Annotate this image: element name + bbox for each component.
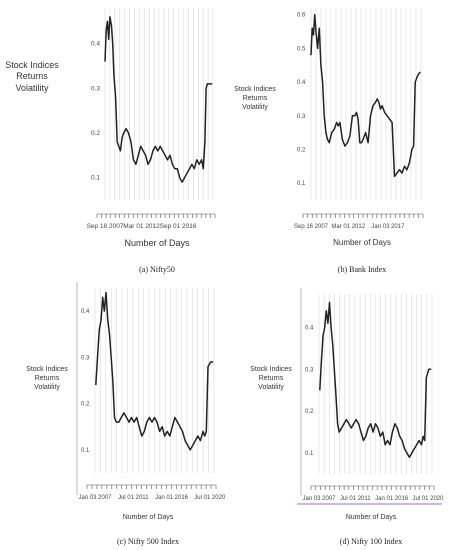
y-tick-label: 0.5 — [297, 46, 306, 52]
chart-caption: (c) Nifty 500 Index — [117, 537, 179, 546]
x-tick-label: Jan 01 2016 — [375, 496, 409, 502]
y-axis-label: Stock Indices Returns Volatility — [26, 366, 68, 391]
y-tick-label: 0.1 — [305, 451, 314, 457]
x-tick-label: Jul 01 2011 — [340, 496, 371, 502]
y-tick-label: 0.3 — [81, 355, 90, 361]
x-tick-label: Sep 16 2007 — [294, 224, 329, 230]
series-line — [310, 13, 421, 178]
y-tick-label: 0.1 — [297, 181, 306, 187]
x-axis-label: Number of Days — [333, 238, 391, 247]
y-tick-label: 0.4 — [81, 309, 90, 315]
x-tick-label: Mar 01 2012 — [331, 224, 365, 230]
y-tick-label: 0.1 — [81, 448, 90, 454]
y-axis-label: Stock Indices Returns Volatility — [250, 366, 292, 391]
y-tick-label: 0.1 — [91, 175, 100, 182]
series-line — [319, 301, 432, 459]
y-tick-label: 0.4 — [91, 41, 100, 48]
x-tick-label: Sep 01 2016 — [160, 223, 197, 230]
y-tick-label: 0.2 — [305, 409, 314, 415]
x-axis-label: Number of Days — [122, 514, 174, 521]
x-tick-label: Jan 03 2017 — [371, 224, 405, 230]
x-tick-label: Jul 01 2020 — [412, 496, 444, 502]
chart-caption: (a) Nifty50 — [139, 265, 175, 274]
x-axis-label: Number of Days — [345, 514, 397, 521]
x-tick-label: Jan 03 2007 — [78, 495, 112, 501]
chart-caption: (d) Nifty 100 Index — [339, 537, 403, 546]
y-tick-label: 0.2 — [81, 402, 90, 408]
chart-caption: (b) Bank Index — [337, 265, 387, 274]
y-tick-label: 0.2 — [297, 147, 306, 153]
x-tick-label: Jan 01 2016 — [155, 495, 189, 501]
x-tick-label: Jul 01 2011 — [118, 495, 149, 501]
y-axis-label: Stock Indices Returns Volatility — [234, 86, 276, 111]
y-tick-label: 0.3 — [297, 114, 306, 120]
y-tick-label: 0.3 — [305, 367, 314, 373]
y-tick-label: 0.4 — [297, 80, 306, 86]
y-tick-label: 0.2 — [91, 130, 100, 137]
x-tick-label: Sep 18 2007 — [87, 223, 124, 230]
series-line — [95, 291, 214, 451]
y-tick-label: 0.3 — [91, 85, 100, 92]
x-tick-label: Jan 03 2007 — [302, 496, 336, 502]
x-axis-label: Number of Days — [124, 238, 190, 248]
y-tick-label: 0.4 — [305, 325, 314, 331]
y-axis-label: Stock Indices Returns Volatility — [5, 60, 59, 93]
x-tick-label: Mar 01 2012 — [123, 223, 160, 230]
y-tick-label: 0.6 — [297, 13, 306, 19]
series-line — [104, 16, 213, 183]
x-tick-label: Jul 01 2020 — [194, 495, 226, 501]
